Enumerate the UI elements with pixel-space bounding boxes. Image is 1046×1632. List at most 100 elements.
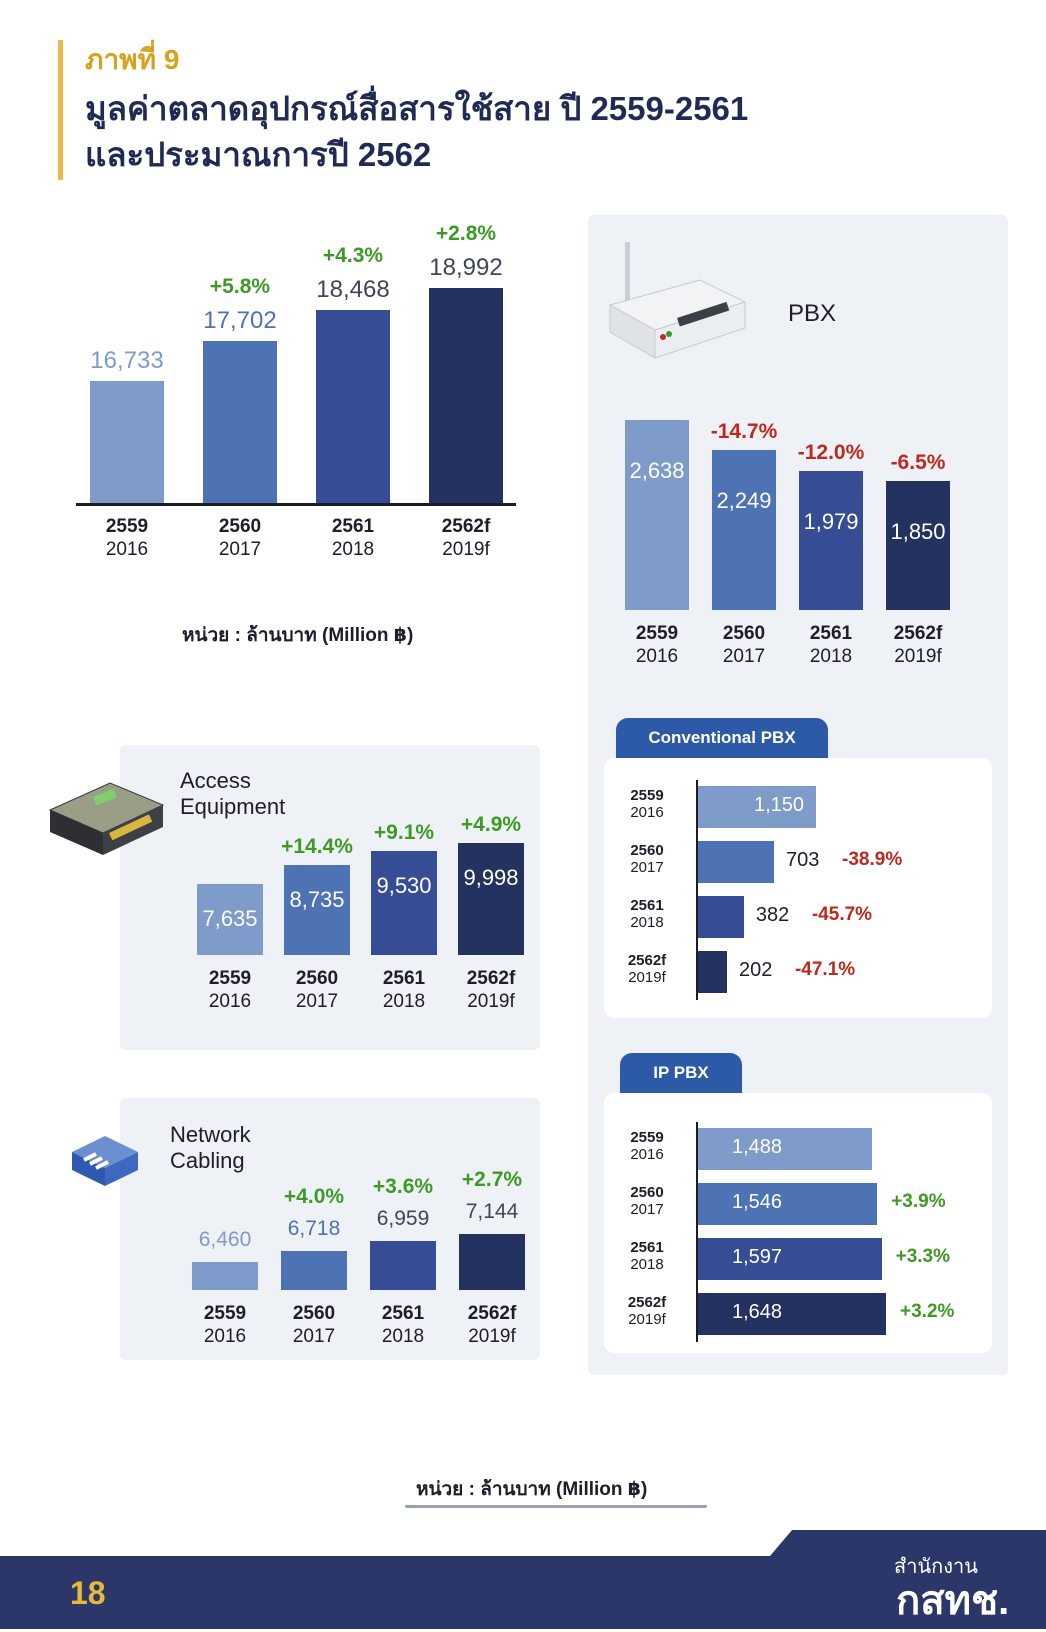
year-ce: 2018 — [630, 1256, 664, 1273]
value-label: 1,597 — [732, 1246, 783, 1268]
year-label: 2559 2016 — [182, 967, 278, 1013]
year-label: 2559 2016 — [177, 1302, 273, 1348]
growth-label: -12.0% — [797, 440, 865, 464]
bar — [371, 851, 437, 955]
year-label: 2560 2017 — [266, 1302, 362, 1348]
year-be: 2559 — [105, 516, 149, 537]
growth-label: +3.2% — [900, 1301, 955, 1322]
year-label: 2562f 2019f — [444, 1302, 540, 1348]
growth-label: +3.3% — [895, 1246, 950, 1267]
year-label: 2559 2016 — [610, 622, 704, 668]
value-label: 8,735 — [289, 886, 345, 912]
year-be: 2560 — [292, 1303, 336, 1324]
brand-line-1: สำนักงาน — [894, 1556, 978, 1578]
value-label: 1,979 — [803, 508, 859, 534]
year-be: 2560 — [630, 842, 664, 859]
year-ce: 2019f — [468, 1326, 516, 1347]
footer-bar — [0, 1556, 1046, 1629]
ip-pbx-chart: 2559 2016 1,488 2560 2017 1,546 +3.9% 2561 2018 1… — [618, 1110, 988, 1345]
bar — [712, 449, 776, 610]
growth-label: +9.1% — [373, 821, 435, 845]
year-be: 2562f — [893, 623, 943, 644]
year-label: 2560 2017 — [269, 967, 365, 1013]
bar — [886, 480, 950, 610]
year-ce: 2018 — [809, 646, 853, 667]
value-label: 1,546 — [732, 1191, 783, 1213]
year-be: 2560 — [722, 623, 766, 644]
year-be: 2559 — [630, 1129, 664, 1146]
unit-label-top: หน่วย : ล้านบาท (Million ฿) — [182, 625, 414, 646]
ip-pbx-tab: IP PBX — [620, 1053, 742, 1093]
value-label: 2,638 — [629, 458, 685, 483]
bar — [799, 470, 863, 610]
cabling-panel — [120, 1098, 540, 1360]
year-ce: 2019f — [894, 646, 942, 667]
value-label: 16,733 — [90, 346, 164, 374]
year-label: 2562f 2019f — [871, 622, 965, 668]
value-label: 2,249 — [716, 487, 772, 513]
year-ce: 2016 — [208, 991, 252, 1012]
year-ce: 2018 — [331, 539, 375, 560]
year-label: 2562f 2019f — [618, 952, 676, 986]
year-be: 2559 — [630, 787, 664, 804]
year-ce: 2017 — [630, 859, 664, 876]
bar — [90, 380, 164, 503]
year-ce: 2019f — [628, 1311, 666, 1328]
year-ce: 2017 — [218, 539, 262, 560]
title-accent-bar — [58, 40, 63, 180]
year-be: 2560 — [295, 968, 339, 989]
pbx-device-icon — [605, 240, 750, 365]
year-be: 2562f — [467, 1303, 517, 1324]
year-ce: 2019f — [628, 969, 666, 986]
cabling-chart-title: Network Cabling — [170, 1122, 251, 1173]
value-label: 7,635 — [202, 905, 258, 931]
year-label: 2561 2018 — [355, 1302, 451, 1348]
year-label: 2561 2018 — [784, 622, 878, 668]
growth-label: +14.4% — [281, 834, 353, 858]
year-label: 2560 2017 — [618, 842, 676, 876]
bar — [197, 883, 263, 955]
year-label: 2560 2017 — [697, 622, 791, 668]
y-axis — [696, 780, 698, 1000]
year-ce: 2019f — [442, 539, 490, 560]
year-be: 2559 — [208, 968, 252, 989]
conventional-pbx-chart: 2559 2016 1,150 2560 2017 703 -38.9% 2561 2018 38… — [618, 770, 988, 1005]
year-ce: 2016 — [635, 646, 679, 667]
value-label: 7,144 — [465, 1200, 519, 1223]
value-label: 703 — [786, 849, 820, 871]
value-label: 1,488 — [732, 1136, 783, 1158]
access-equipment-chart: 7,635 2559 2016 8,735 +14.4% 2560 2017 9,530 +9.… — [180, 800, 540, 1020]
title-line-1: มูลค่าตลาดอุปกรณ์สื่อสารใช้สาย ปี 2559-2… — [85, 90, 749, 127]
value-label: 202 — [738, 959, 773, 981]
unit-underline — [405, 1505, 707, 1508]
year-ce: 2017 — [630, 1201, 664, 1218]
year-ce: 2016 — [105, 539, 149, 560]
year-be: 2562f — [466, 968, 516, 989]
year-label: 2559 2016 — [618, 1129, 676, 1163]
value-label: 9,530 — [376, 873, 432, 899]
bar — [625, 420, 689, 610]
bar — [203, 341, 277, 503]
figure-label: ภาพที่ 9 — [85, 44, 180, 75]
conventional-pbx-tab: Conventional PBX — [616, 718, 828, 758]
year-label: 2562f 2019f — [414, 515, 518, 561]
growth-label: -38.9% — [842, 849, 903, 870]
page-title: มูลค่าตลาดอุปกรณ์สื่อสารใช้สาย ปี 2559-2… — [85, 86, 965, 178]
value-label: 6,718 — [287, 1217, 341, 1241]
year-be: 2561 — [382, 968, 426, 989]
value-label: 1,850 — [890, 518, 946, 544]
year-label: 2559 2016 — [618, 787, 676, 821]
bar — [698, 786, 816, 828]
title-line-2: และประมาณการปี 2562 — [85, 136, 432, 173]
bar — [316, 309, 390, 503]
year-label: 2561 2018 — [618, 1239, 676, 1273]
year-be: 2562f — [627, 952, 667, 969]
year-label: 2560 2017 — [188, 515, 292, 561]
access-chart-title: Access Equipment — [180, 768, 286, 819]
bar — [698, 951, 727, 993]
growth-label: +4.9% — [460, 813, 522, 836]
bar — [459, 1234, 525, 1290]
year-ce: 2016 — [630, 804, 664, 821]
year-ce: 2017 — [295, 991, 339, 1012]
value-label: 18,992 — [429, 254, 503, 281]
